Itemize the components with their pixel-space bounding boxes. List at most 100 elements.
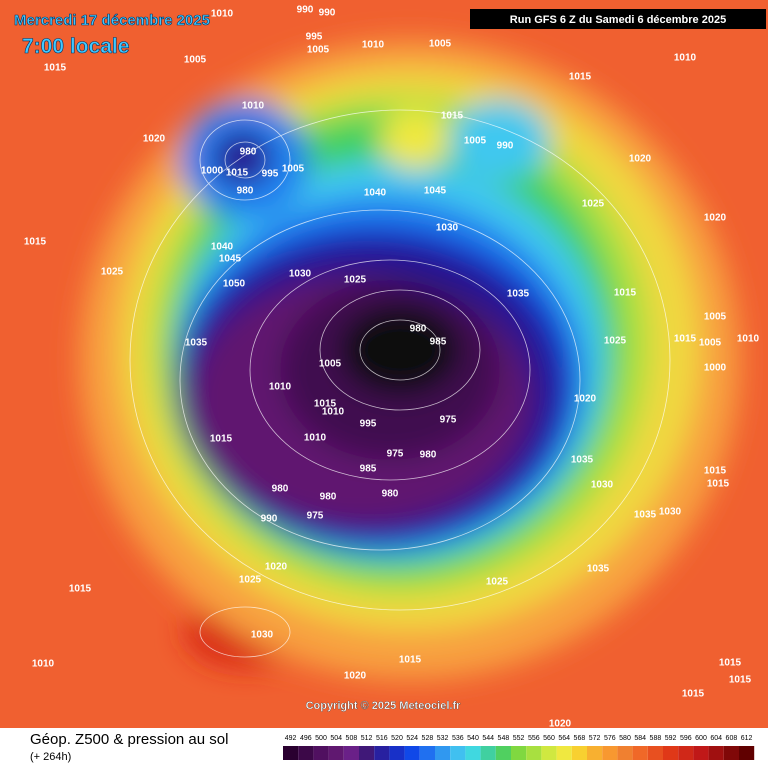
colorbar-cell <box>495 746 511 760</box>
colorbar-cell <box>283 746 299 760</box>
isobar-label: 1010 <box>32 659 55 670</box>
isobar-label: 980 <box>382 489 399 500</box>
isobar-label: 1030 <box>289 269 312 280</box>
colorbar-label: 520 <box>391 735 403 742</box>
isobar-label: 1005 <box>699 338 722 349</box>
isobar-label: 1010 <box>269 382 292 393</box>
colorbar-label: 492 <box>285 735 297 742</box>
isobar-label: 980 <box>410 324 427 335</box>
colorbar-label: 612 <box>741 735 753 742</box>
isobar-label: 1020 <box>629 154 652 165</box>
colorbar-label: 560 <box>543 735 555 742</box>
isobar-label: 995 <box>262 169 279 180</box>
isobar-label: 980 <box>320 492 337 503</box>
colorbar-cell <box>465 746 481 760</box>
footer-title: Géop. Z500 & pression au sol <box>30 731 228 748</box>
isobar-label: 1030 <box>436 223 459 234</box>
colorbar-label: 564 <box>558 735 570 742</box>
colorbar-label: 568 <box>574 735 586 742</box>
isobar-label: 1005 <box>704 312 727 323</box>
isobar-label: 1035 <box>571 455 594 466</box>
colorbar-cell <box>723 746 739 760</box>
isobar-label: 1015 <box>704 466 727 477</box>
colorbar-cell <box>526 746 542 760</box>
colorbar-label: 500 <box>315 735 327 742</box>
isobar-label: 1005 <box>282 164 305 175</box>
isobar-label: 1015 <box>729 675 752 686</box>
isobar-label: 1005 <box>464 136 487 147</box>
colorbar-label: 584 <box>634 735 646 742</box>
footer-lead: (+ 264h) <box>30 751 71 763</box>
isobar-label: 1005 <box>307 45 330 56</box>
colorbar-cell <box>647 746 663 760</box>
isobar-label: 1020 <box>344 671 367 682</box>
isobar-label: 1015 <box>24 237 47 248</box>
colorbar-label: 592 <box>665 735 677 742</box>
isobar-label: 1020 <box>704 213 727 224</box>
isobar-label: 1030 <box>659 507 682 518</box>
colorbar-label: 552 <box>513 735 525 742</box>
colorbar-cell <box>435 746 451 760</box>
isobar-label: 1000 <box>201 166 224 177</box>
isobar-label: 1015 <box>399 655 422 666</box>
isobar-label: 1005 <box>429 39 452 50</box>
isobar-label: 1010 <box>362 40 385 51</box>
isobar-label: 1025 <box>486 577 509 588</box>
isobar-label: 1020 <box>265 562 288 573</box>
isobar-label: 1010 <box>304 433 327 444</box>
colorbar-cell <box>298 746 314 760</box>
isobar-label: 1015 <box>210 434 233 445</box>
colorbar-label: 604 <box>710 735 722 742</box>
isobar-label: 990 <box>297 5 314 16</box>
isobar-label: 1015 <box>314 399 337 410</box>
map-fields <box>0 0 768 728</box>
isobar-label: 1010 <box>322 407 345 418</box>
isobar-label: 1010 <box>211 9 234 20</box>
colorbar-cell <box>602 746 618 760</box>
isobar-label: 1015 <box>441 111 464 122</box>
colorbar-cell <box>571 746 587 760</box>
colorbar-label: 556 <box>528 735 540 742</box>
colorbar-cell <box>404 746 420 760</box>
isobar-label: 995 <box>360 419 377 430</box>
isobar-label: 1030 <box>251 630 274 641</box>
isobar-label: 985 <box>360 464 377 475</box>
colorbar-cell <box>739 746 755 760</box>
colorbar-label: 496 <box>300 735 312 742</box>
colorbar-cell <box>313 746 329 760</box>
isobar-label: 1015 <box>682 689 705 700</box>
colorbar-label: 576 <box>604 735 616 742</box>
isobar-label: 1035 <box>507 289 530 300</box>
isobar-label: 1045 <box>219 254 242 265</box>
colorbar-cell <box>374 746 390 760</box>
colorbar-cell <box>708 746 724 760</box>
isobar-label: 990 <box>497 141 514 152</box>
copyright: Copyright © 2025 Meteociel.fr <box>306 700 462 712</box>
colorbar-label: 532 <box>437 735 449 742</box>
isobar-label: 1015 <box>226 168 249 179</box>
colorbar-cell <box>632 746 648 760</box>
isobar-label: 1010 <box>242 101 265 112</box>
isobar-label: 1025 <box>344 275 367 286</box>
isobar-label: 995 <box>306 32 323 43</box>
colorbar-label: 600 <box>695 735 707 742</box>
colorbar-cell <box>450 746 466 760</box>
colorbar-label: 548 <box>498 735 510 742</box>
isobar-label: 1005 <box>184 55 207 66</box>
colorbar-cell <box>511 746 527 760</box>
colorbar-cell <box>480 746 496 760</box>
colorbar-label: 608 <box>726 735 738 742</box>
run-text: Run GFS 6 Z du Samedi 6 décembre 2025 <box>510 14 726 26</box>
colorbar-label: 588 <box>650 735 662 742</box>
isobar-label: 975 <box>387 449 404 460</box>
isobar-label: 1030 <box>591 480 614 491</box>
isobar-label: 1040 <box>211 242 234 253</box>
colorbar-label: 572 <box>589 735 601 742</box>
isobar-label: 1015 <box>719 658 742 669</box>
isobar-label: 980 <box>237 186 254 197</box>
time-text: 7:00 locale <box>22 35 129 58</box>
isobar-label: 990 <box>319 8 336 19</box>
isobar-label: 1020 <box>574 394 597 405</box>
